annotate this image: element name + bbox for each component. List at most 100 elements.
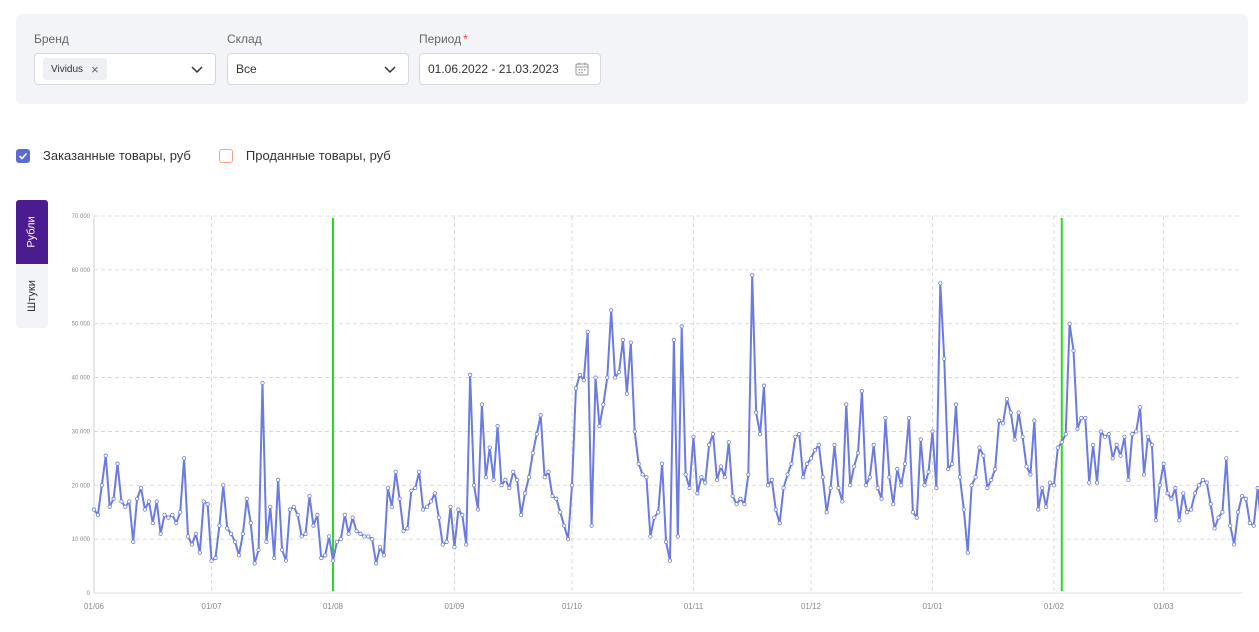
data-point [616, 370, 622, 375]
chart-legend: Заказанные товары, руб Проданные товары,… [16, 148, 419, 163]
data-point [1102, 434, 1107, 439]
data-point [926, 469, 931, 474]
data-point [468, 372, 473, 377]
brand-select[interactable]: Vividus × [34, 53, 216, 85]
ordered-checkbox[interactable] [16, 148, 30, 163]
warehouse-select[interactable]: Все [227, 53, 409, 85]
x-tick-label: 01/08 [323, 602, 344, 611]
data-point [358, 531, 363, 536]
data-point [765, 483, 771, 488]
data-point [377, 545, 383, 550]
data-point [1212, 526, 1217, 531]
data-point [385, 485, 390, 491]
data-point [460, 512, 465, 518]
data-point [703, 480, 708, 485]
filters-panel: Бренд Vividus × Склад Все Период * 01.06.… [16, 14, 1248, 104]
data-point [585, 329, 590, 334]
x-tick-label: 01/12 [801, 602, 822, 611]
brand-chip-label: Vividus [51, 63, 84, 75]
data-point [1247, 520, 1252, 526]
data-point [930, 429, 935, 434]
x-tick-label: 01/01 [922, 602, 943, 611]
data-point [855, 450, 861, 456]
data-point [609, 308, 614, 313]
data-point [424, 504, 430, 509]
data-point [319, 555, 324, 561]
data-point [252, 561, 257, 566]
close-icon[interactable]: × [91, 61, 99, 77]
data-point [1012, 437, 1017, 442]
data-point [781, 485, 786, 491]
data-point [154, 499, 159, 504]
data-point [613, 375, 618, 380]
data-point [1141, 472, 1147, 477]
data-point [812, 448, 818, 453]
data-point [107, 504, 112, 509]
data-point [248, 520, 253, 526]
data-point [479, 402, 484, 407]
calendar-icon[interactable] [574, 61, 590, 77]
data-point [279, 547, 285, 553]
data-point [221, 483, 226, 488]
data-point [334, 539, 340, 544]
data-point [938, 281, 943, 286]
data-point [699, 475, 704, 480]
period-label-wrap: Период * [419, 32, 601, 50]
data-point [225, 526, 230, 531]
data-point [1032, 418, 1037, 423]
data-point [464, 542, 469, 547]
data-point [440, 542, 445, 547]
data-point [1094, 480, 1100, 485]
data-point [569, 483, 575, 488]
tab-rubles[interactable]: Рубли [16, 200, 48, 264]
data-point [738, 496, 743, 501]
data-point [142, 507, 148, 512]
data-point [648, 534, 653, 539]
data-point [679, 324, 684, 329]
data-point [620, 337, 626, 342]
data-point [750, 273, 755, 278]
data-point [1145, 434, 1151, 439]
data-point [789, 461, 794, 466]
data-point [268, 504, 273, 509]
data-point [150, 520, 155, 526]
data-point [828, 485, 833, 491]
data-point [989, 477, 994, 482]
data-point [754, 410, 759, 415]
data-point [644, 475, 649, 480]
data-point [264, 539, 269, 544]
period-date-range-input[interactable]: 01.06.2022 - 21.03.2023 [419, 53, 601, 85]
data-point [448, 504, 453, 509]
data-point [946, 467, 951, 472]
data-point [483, 475, 488, 480]
chevron-down-icon[interactable] [189, 61, 205, 77]
data-point [848, 483, 853, 488]
data-point [816, 442, 821, 447]
data-point [209, 558, 214, 563]
data-point [507, 485, 512, 491]
data-point [240, 531, 245, 536]
chevron-down-icon[interactable] [382, 61, 398, 77]
legend-item-ordered[interactable]: Заказанные товары, руб [16, 148, 191, 163]
data-point [573, 386, 579, 391]
data-point [871, 442, 876, 447]
data-point [906, 415, 912, 421]
tab-pieces[interactable]: Штуки [16, 264, 48, 328]
data-point [1239, 493, 1245, 499]
sold-checkbox[interactable] [218, 148, 233, 163]
data-point [1008, 410, 1013, 415]
data-point [260, 380, 265, 386]
data-point [1196, 483, 1202, 488]
data-point [444, 539, 449, 544]
legend-item-sold[interactable]: Проданные товары, руб [218, 148, 391, 163]
data-point [577, 372, 582, 377]
data-point [1188, 507, 1194, 512]
data-point [1067, 321, 1072, 326]
data-point [350, 515, 355, 520]
data-point [135, 496, 140, 501]
data-point [601, 402, 606, 407]
data-point [1059, 440, 1064, 445]
data-point [1200, 477, 1205, 482]
data-point [1004, 397, 1010, 402]
